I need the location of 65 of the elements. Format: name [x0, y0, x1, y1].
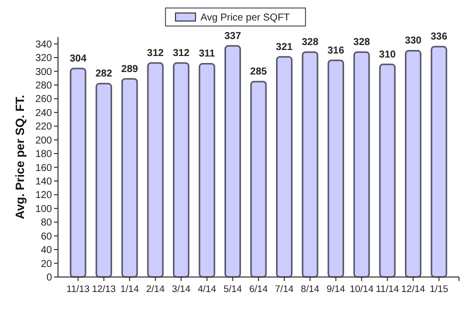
y-tick-label: 40	[40, 245, 52, 256]
bar	[379, 64, 396, 278]
x-tick-label: 9/14	[326, 284, 346, 295]
data-label: 285	[250, 66, 268, 78]
data-label: 312	[172, 48, 190, 60]
x-tick-label: 12/14	[401, 284, 426, 295]
bar	[276, 56, 293, 278]
data-label: 330	[404, 36, 422, 47]
data-label: 321	[276, 42, 294, 53]
x-tick-label: 3/14	[172, 284, 190, 295]
bar	[121, 78, 138, 278]
y-tick-label: 340	[35, 39, 52, 50]
x-tick-label: 2/14	[146, 284, 165, 295]
y-tick-label: 240	[35, 108, 52, 119]
bar	[328, 60, 344, 278]
data-label: 310	[379, 49, 396, 60]
data-label: 328	[302, 37, 319, 48]
y-tick-label: 100	[35, 204, 52, 215]
y-tick-label: 180	[35, 149, 52, 160]
x-tick-label: 12/13	[92, 284, 116, 295]
bar	[147, 62, 164, 278]
bar	[302, 51, 318, 278]
y-tick-label: 160	[35, 162, 52, 174]
bar	[250, 80, 267, 278]
y-tick-label: 0	[46, 272, 52, 284]
y-tick-label: 280	[35, 80, 52, 92]
y-tick-label: 320	[35, 53, 52, 64]
bar	[404, 50, 422, 278]
bar	[70, 68, 86, 278]
y-axis-title: Avg. Price per SQ. FT.	[13, 94, 27, 220]
data-label: 312	[147, 48, 164, 60]
y-tick-label: 20	[40, 258, 52, 270]
x-tick-label: 8/14	[300, 284, 320, 295]
y-tick-label: 140	[35, 176, 52, 188]
y-tick-label: 260	[35, 94, 52, 106]
y-tick-label: 200	[35, 135, 52, 146]
x-tick-label: 1/14	[120, 284, 139, 295]
y-tick-label: 60	[40, 231, 52, 242]
bar	[430, 46, 448, 278]
data-label: 304	[70, 54, 87, 65]
x-tick-label: 1/15	[430, 284, 448, 295]
bar	[96, 82, 112, 278]
data-label: 336	[430, 32, 448, 43]
y-tick-label: 220	[35, 122, 52, 133]
x-tick-label: 6/14	[249, 284, 268, 295]
x-tick-label: 11/13	[66, 284, 90, 295]
data-label: 289	[121, 64, 138, 75]
data-label: 282	[95, 68, 113, 80]
x-tick-label: 5/14	[223, 284, 242, 295]
bar	[172, 62, 190, 278]
data-label: 316	[327, 45, 345, 56]
text: Avg Price per SQFT	[200, 12, 290, 24]
data-label: 337	[224, 30, 242, 42]
y-tick-label: 120	[35, 190, 52, 202]
x-tick-label: 4/14	[198, 284, 216, 295]
bar	[198, 62, 216, 278]
x-tick-label: 10/14	[350, 284, 374, 295]
data-label: 328	[353, 37, 370, 48]
bar	[224, 45, 241, 278]
x-tick-label: 11/14	[376, 284, 399, 295]
x-tick-label: 7/14	[275, 284, 294, 295]
data-label: 311	[198, 48, 216, 60]
y-tick-label: 300	[35, 66, 52, 78]
y-tick-label: 80	[40, 218, 52, 229]
bar	[353, 51, 370, 278]
